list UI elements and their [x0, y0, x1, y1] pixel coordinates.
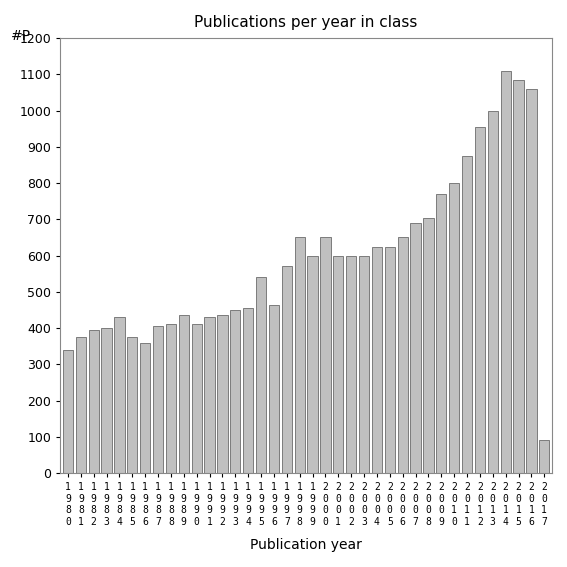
Y-axis label: #P: #P	[11, 29, 31, 44]
Bar	[488, 111, 498, 473]
Bar	[384, 247, 395, 473]
Bar	[166, 324, 176, 473]
Bar	[127, 337, 137, 473]
Bar	[346, 256, 356, 473]
Bar	[153, 326, 163, 473]
Bar	[411, 223, 421, 473]
Bar	[282, 266, 292, 473]
Bar	[205, 317, 215, 473]
Bar	[372, 247, 382, 473]
Bar	[513, 80, 524, 473]
Bar	[423, 218, 434, 473]
Bar	[397, 238, 408, 473]
Bar	[462, 156, 472, 473]
Bar	[294, 238, 305, 473]
Bar	[333, 256, 344, 473]
Bar	[179, 315, 189, 473]
X-axis label: Publication year: Publication year	[250, 538, 362, 552]
Bar	[526, 89, 536, 473]
Bar	[307, 256, 318, 473]
Bar	[140, 342, 150, 473]
Bar	[256, 277, 266, 473]
Bar	[230, 310, 240, 473]
Bar	[320, 238, 331, 473]
Bar	[539, 441, 549, 473]
Bar	[269, 304, 279, 473]
Bar	[436, 194, 446, 473]
Bar	[63, 350, 73, 473]
Bar	[243, 308, 253, 473]
Bar	[115, 317, 125, 473]
Bar	[501, 71, 511, 473]
Bar	[449, 183, 459, 473]
Bar	[217, 315, 227, 473]
Bar	[359, 256, 369, 473]
Bar	[101, 328, 112, 473]
Title: Publications per year in class: Publications per year in class	[194, 15, 418, 30]
Bar	[475, 127, 485, 473]
Bar	[192, 324, 202, 473]
Bar	[75, 337, 86, 473]
Bar	[88, 330, 99, 473]
